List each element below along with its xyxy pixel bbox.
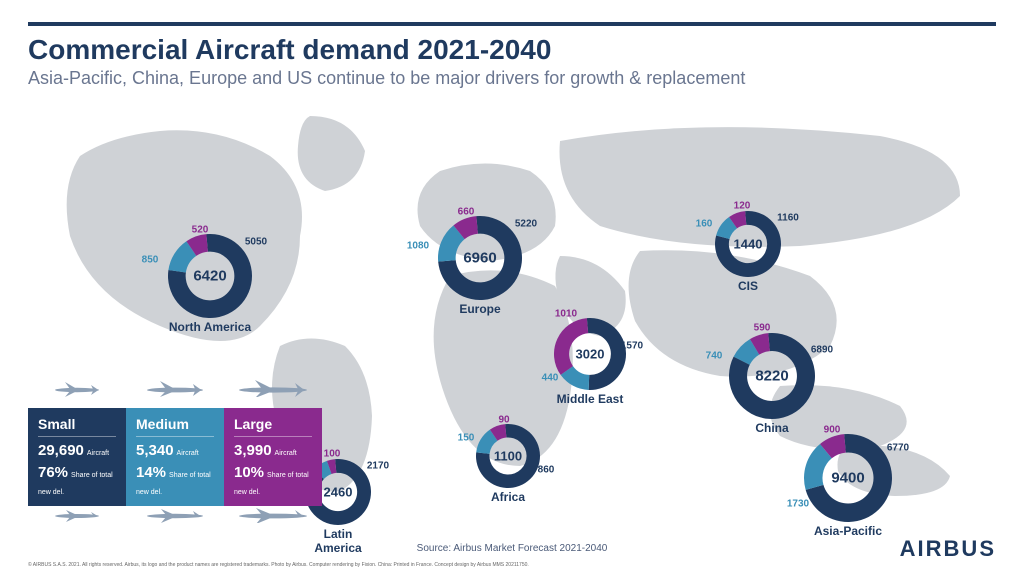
- page-title: Commercial Aircraft demand 2021-2040: [28, 34, 551, 66]
- plane-icon: [233, 507, 313, 523]
- donut-cis: 14401160160120CIS: [715, 211, 781, 293]
- donut-total: 8220: [755, 368, 788, 385]
- legend-category: Medium: [136, 416, 214, 437]
- legend-category: Large: [234, 416, 312, 437]
- donut-europe: 696052201080660Europe: [438, 216, 522, 316]
- donut-seg-label-large: 100: [324, 449, 341, 460]
- donut-total: 6420: [193, 268, 226, 285]
- donut-total: 6960: [463, 250, 496, 267]
- donut-total: 9400: [831, 470, 864, 487]
- donut-seg-label-small: 1570: [621, 341, 643, 352]
- donut-seg-label-small: 5050: [245, 237, 267, 248]
- donut-seg-label-large: 590: [754, 323, 771, 334]
- donut-seg-label-small: 2170: [367, 461, 389, 472]
- donut-region-label: Europe: [438, 302, 522, 316]
- donut-asia-pacific: 940067701730900Asia-Pacific: [804, 434, 892, 538]
- plane-icon: [47, 379, 107, 397]
- legend-share: 10%Share of total new del.: [234, 465, 312, 498]
- legend-share: 14%Share of total new del.: [136, 465, 214, 498]
- legend-col-large: Large 3,990Aircraft 10%Share of total new …: [224, 408, 322, 507]
- donut-region-label: China: [729, 421, 815, 435]
- donut-north-america: 64205050850520North America: [168, 234, 252, 334]
- donut-seg-label-small: 5220: [515, 219, 537, 230]
- legend-table: Small 29,690Aircraft 76%Share of total new…: [28, 408, 322, 507]
- page-subtitle: Asia-Pacific, China, Europe and US conti…: [28, 68, 745, 89]
- donut-seg-label-medium: 1080: [407, 241, 429, 252]
- plane-icon: [140, 507, 210, 523]
- donut-seg-label-medium: 440: [542, 373, 559, 384]
- legend-col-medium: Medium 5,340Aircraft 14%Share of total new…: [126, 408, 224, 507]
- donut-seg-label-small: 6890: [811, 345, 833, 356]
- donut-seg-label-medium: 160: [696, 219, 713, 230]
- plane-icon: [47, 507, 107, 523]
- donut-seg-label-large: 1010: [555, 309, 577, 320]
- donut-seg-label-large: 660: [458, 207, 475, 218]
- donut-region-label: Africa: [476, 490, 540, 504]
- legend-col-small: Small 29,690Aircraft 76%Share of total new…: [28, 408, 126, 507]
- legend-category: Small: [38, 416, 116, 437]
- donut-seg-label-large: 900: [824, 425, 841, 436]
- donut-total: 1100: [494, 449, 522, 464]
- legend-aircraft-count: 29,690Aircraft: [38, 443, 116, 460]
- donut-seg-label-large: 120: [734, 201, 751, 212]
- legend-planes-bottom: [28, 507, 322, 528]
- donut-seg-label-medium: 850: [142, 255, 159, 266]
- donut-total: 1440: [734, 237, 763, 252]
- donut-seg-label-small: 1160: [777, 213, 799, 224]
- top-rule: [28, 22, 996, 26]
- legend-planes-top: [28, 379, 322, 402]
- donut-seg-label-medium: 150: [458, 433, 475, 444]
- brand-logo: AIRBUS: [900, 536, 996, 562]
- donut-seg-label-small: 6770: [887, 443, 909, 454]
- donut-region-label: Asia-Pacific: [804, 524, 892, 538]
- donut-region-label: Latin America: [305, 527, 371, 555]
- plane-icon: [233, 379, 313, 397]
- donut-total: 3020: [576, 347, 605, 362]
- fineprint: © AIRBUS S.A.S. 2021. All rights reserve…: [28, 562, 529, 568]
- donut-seg-label-medium: 740: [706, 351, 723, 362]
- donut-total: 2460: [324, 485, 353, 500]
- donut-seg-label-large: 90: [498, 415, 509, 426]
- plane-icon: [140, 379, 210, 397]
- source-text: Source: Airbus Market Forecast 2021-2040: [417, 543, 608, 554]
- donut-region-label: Middle East: [554, 392, 626, 406]
- legend-share: 76%Share of total new del.: [38, 465, 116, 498]
- donut-seg-label-large: 520: [192, 225, 209, 236]
- donut-africa: 110086015090Africa: [476, 424, 540, 504]
- legend-aircraft-count: 3,990Aircraft: [234, 443, 312, 460]
- donut-region-label: North America: [168, 320, 252, 334]
- donut-seg-label-medium: 1730: [787, 499, 809, 510]
- donut-seg-label-small: 860: [538, 465, 555, 476]
- donut-china: 82206890740590China: [729, 333, 815, 435]
- donut-middle-east: 302015704401010Middle East: [554, 318, 626, 406]
- donut-region-label: CIS: [715, 279, 781, 293]
- legend-aircraft-count: 5,340Aircraft: [136, 443, 214, 460]
